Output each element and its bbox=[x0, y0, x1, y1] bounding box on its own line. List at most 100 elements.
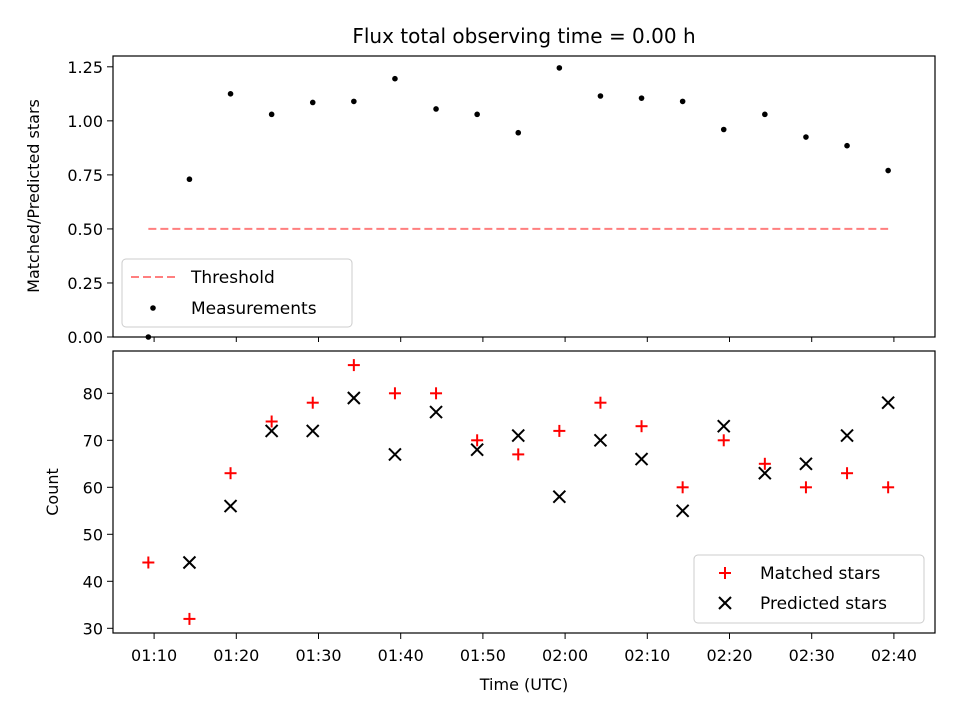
top-y-tick-label: 0.50 bbox=[67, 220, 103, 239]
predicted-star-point bbox=[388, 447, 402, 462]
matched-star-point bbox=[635, 420, 648, 433]
bottom-x-tick-label: 01:40 bbox=[378, 646, 424, 665]
bottom-x-tick-label: 01:20 bbox=[213, 646, 259, 665]
predicted-star-marker-b bbox=[511, 428, 525, 443]
measurement-point bbox=[433, 106, 439, 112]
predicted-star-point bbox=[552, 489, 567, 504]
top-y-axis-label: Matched/Predicted stars bbox=[24, 99, 43, 293]
top-y-tick-label: 0.25 bbox=[67, 274, 103, 293]
matched-star-point bbox=[799, 481, 812, 494]
bottom-x-axis-label: Time (UTC) bbox=[479, 675, 568, 694]
predicted-star-point bbox=[347, 391, 361, 405]
top-legend: Threshold Measurements bbox=[121, 258, 353, 328]
predicted-star-point bbox=[470, 442, 484, 457]
bottom-y-tick-label: 40 bbox=[83, 572, 103, 591]
bottom-x-tick-label: 01:30 bbox=[295, 646, 341, 665]
top-y-tick-label: 1.00 bbox=[67, 112, 103, 131]
top-y-tick-label: 0.00 bbox=[67, 328, 103, 347]
predicted-star-point bbox=[758, 466, 772, 480]
matched-star-point bbox=[224, 467, 237, 480]
predicted-star-point bbox=[593, 433, 608, 448]
bottom-x-tick-label: 02:40 bbox=[871, 646, 917, 665]
bottom-y-tick-label: 30 bbox=[83, 619, 103, 638]
legend-matched-swatch bbox=[719, 567, 731, 579]
matched-star-point bbox=[676, 481, 689, 494]
bottom-x-tick-label: 01:50 bbox=[460, 646, 506, 665]
matched-star-point bbox=[142, 556, 155, 569]
predicted-star-point bbox=[675, 504, 690, 518]
measurement-point bbox=[638, 95, 645, 101]
bottom-plot-area: 30 40 50 60 70 80 01:10 01:20 01:30 01:40 01:50 02:… bbox=[83, 359, 917, 665]
predicted-star-marker-b bbox=[347, 391, 361, 405]
top-y-tick-label: 0.75 bbox=[67, 166, 103, 185]
measurement-point bbox=[392, 75, 398, 82]
matched-star-point bbox=[882, 481, 895, 494]
predicted-star-point bbox=[264, 424, 279, 438]
predicted-star-point bbox=[182, 555, 197, 570]
measurement-point bbox=[556, 65, 563, 71]
matched-star-point bbox=[758, 457, 771, 470]
matched-star-point bbox=[183, 612, 196, 625]
top-chart-title: Flux total observing time = 0.00 h bbox=[352, 24, 695, 48]
predicted-star-marker-b bbox=[223, 499, 238, 513]
bottom-x-tick-label: 02:00 bbox=[542, 646, 588, 665]
top-axes-frame bbox=[112, 55, 936, 338]
measurement-point bbox=[803, 134, 809, 140]
measurement-point bbox=[309, 99, 316, 106]
matched-star-point bbox=[430, 387, 443, 400]
measurement-point bbox=[227, 91, 234, 97]
matched-star-point bbox=[265, 415, 278, 428]
predicted-star-marker-b bbox=[470, 442, 484, 457]
legend-measurements-label: Measurements bbox=[191, 299, 317, 319]
measurement-point bbox=[885, 167, 891, 174]
predicted-star-point bbox=[429, 405, 443, 419]
matched-star-point bbox=[841, 467, 854, 480]
predicted-star-marker-b bbox=[388, 447, 402, 462]
measurement-point bbox=[474, 111, 480, 118]
predicted-star-point bbox=[634, 452, 649, 466]
measurement-point bbox=[720, 126, 727, 133]
predicted-star-marker-b bbox=[552, 489, 567, 504]
measurement-point bbox=[762, 111, 768, 118]
legend-threshold-label: Threshold bbox=[190, 268, 275, 288]
bottom-legend-box bbox=[693, 554, 925, 624]
bottom-y-tick-label: 50 bbox=[83, 525, 103, 544]
predicted-star-point bbox=[223, 499, 238, 513]
predicted-star-marker-b bbox=[717, 419, 731, 433]
bottom-x-tick-label: 02:20 bbox=[706, 646, 752, 665]
predicted-star-marker-b bbox=[634, 452, 649, 466]
predicted-star-point bbox=[881, 395, 895, 410]
predicted-star-marker-b bbox=[675, 504, 690, 518]
predicted-star-marker-b bbox=[881, 395, 895, 410]
measurement-point bbox=[597, 93, 604, 99]
bottom-axes-frame bbox=[112, 350, 936, 634]
predicted-star-marker-b bbox=[306, 424, 320, 438]
matched-star-point bbox=[594, 396, 607, 409]
measurement-point bbox=[515, 129, 522, 136]
legend-predicted-label: Predicted stars bbox=[760, 594, 887, 614]
predicted-star-point bbox=[717, 419, 731, 433]
measurement-point bbox=[844, 142, 850, 149]
measurement-point bbox=[351, 98, 357, 105]
legend-matched-label: Matched stars bbox=[760, 564, 880, 584]
top-legend-box bbox=[121, 258, 353, 328]
bottom-x-tick-label: 02:10 bbox=[624, 646, 670, 665]
bottom-y-tick-label: 80 bbox=[83, 384, 103, 403]
predicted-star-point bbox=[799, 457, 813, 471]
measurement-point bbox=[268, 111, 275, 118]
bottom-y-tick-label: 60 bbox=[83, 478, 103, 497]
matched-star-point bbox=[306, 396, 319, 409]
predicted-star-point bbox=[840, 428, 854, 443]
bottom-y-axis-label: Count bbox=[43, 468, 62, 516]
legend-measurements-swatch bbox=[150, 305, 156, 311]
matched-star-point bbox=[347, 359, 360, 372]
predicted-star-point bbox=[306, 424, 320, 438]
measurement-point bbox=[679, 98, 686, 105]
top-plot-area: 0.00 0.25 0.50 0.75 1.00 1.25 bbox=[67, 58, 895, 347]
bottom-y-tick-label: 70 bbox=[83, 431, 103, 450]
bottom-x-tick-label: 02:30 bbox=[789, 646, 835, 665]
predicted-star-point bbox=[511, 428, 525, 443]
matched-star-point bbox=[471, 434, 484, 447]
top-y-tick-label: 1.25 bbox=[67, 58, 103, 77]
